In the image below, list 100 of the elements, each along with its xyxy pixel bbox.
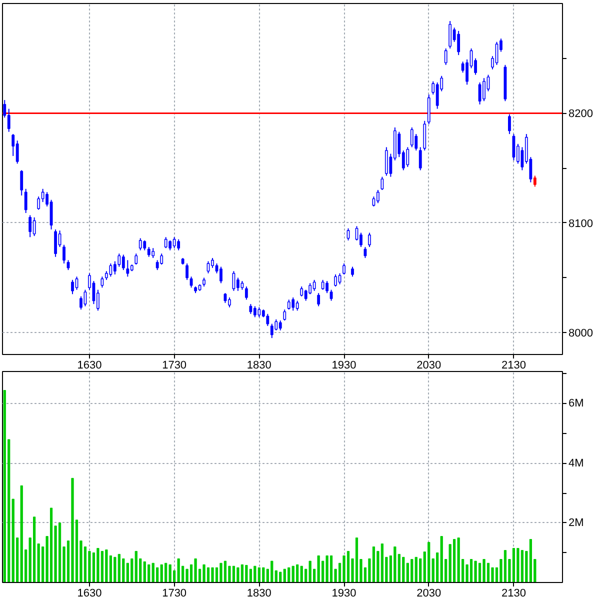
x-tick-label: 1830 (246, 360, 272, 372)
candlestick (360, 232, 362, 248)
bar (58, 522, 62, 582)
bar (186, 568, 188, 582)
candlestick (334, 274, 337, 287)
bar (88, 550, 91, 582)
bar (512, 548, 516, 582)
bar (20, 485, 23, 582)
candlestick (54, 228, 57, 258)
candlestick (533, 175, 536, 188)
bar (457, 538, 460, 582)
candlestick (37, 196, 40, 210)
bar (474, 560, 477, 582)
candlestick (236, 277, 240, 292)
bar (3, 390, 6, 582)
bar (326, 555, 328, 582)
bar (220, 562, 222, 582)
x-tick-label: 2130 (501, 588, 526, 600)
candlestick (186, 262, 189, 280)
bar (168, 564, 172, 582)
bar (394, 546, 396, 582)
x-tick-label: 1730 (162, 360, 187, 372)
candlestick (317, 292, 320, 307)
candlestick (32, 216, 36, 237)
candlestick (308, 282, 312, 295)
candlestick (7, 108, 10, 132)
bar (92, 552, 96, 582)
bar (516, 548, 520, 582)
candlestick (164, 236, 168, 249)
candlestick (147, 246, 150, 258)
bar (254, 566, 256, 582)
candlestick (62, 244, 66, 264)
candlestick (304, 289, 308, 302)
candlestick (321, 279, 324, 290)
candlestick (448, 20, 452, 49)
candlestick (482, 78, 486, 102)
candlestick (283, 309, 286, 321)
candlestick (368, 232, 371, 248)
x-tick-label: 2030 (416, 360, 442, 372)
bar (202, 564, 206, 582)
candlestick (436, 82, 439, 110)
candlestick (126, 260, 130, 278)
bar (143, 561, 146, 582)
candlestick (152, 248, 155, 258)
candlestick (134, 253, 138, 266)
x-tick-label: 1830 (246, 588, 272, 600)
bar (292, 566, 294, 582)
y-tick-label: 6M (568, 398, 584, 410)
x-tick-label: 1930 (332, 588, 356, 600)
bar (152, 562, 154, 582)
candlestick (410, 126, 414, 148)
candlestick (253, 306, 256, 318)
candlestick (444, 48, 448, 66)
candlestick (211, 257, 214, 268)
bar (211, 567, 214, 582)
bar (232, 566, 236, 582)
bar (330, 555, 333, 582)
candlestick (80, 296, 82, 310)
bar (372, 546, 376, 582)
candlestick (24, 188, 28, 214)
candlestick (287, 299, 290, 310)
candlestick (274, 318, 278, 331)
bar (122, 558, 125, 582)
candlestick (376, 189, 380, 204)
bar (194, 558, 197, 582)
bar (262, 567, 265, 582)
candlestick (278, 320, 282, 331)
x-tick-label: 1930 (332, 360, 356, 372)
bar (215, 567, 218, 582)
candlestick (266, 313, 270, 326)
y-tick-label: 4M (568, 457, 584, 470)
candlestick (300, 286, 304, 297)
bar (245, 564, 248, 582)
candlestick (71, 279, 74, 295)
y-tick-label: 8000 (568, 328, 593, 340)
bar (160, 564, 163, 582)
candlestick (122, 254, 125, 271)
x-tick-label: 1630 (77, 360, 102, 372)
candlestick (312, 279, 316, 292)
bar (270, 560, 274, 582)
y-tick-label: 2M (568, 516, 584, 529)
bar (470, 559, 473, 582)
y-tick-label: 8100 (568, 218, 593, 230)
bar (504, 550, 507, 582)
candlestick (292, 296, 295, 312)
bar (317, 555, 320, 582)
y-tick-label: 8200 (568, 108, 593, 120)
candlestick (156, 260, 159, 271)
candlestick (326, 280, 329, 294)
bar (96, 548, 100, 582)
bar (236, 567, 240, 582)
candlestick (118, 253, 121, 268)
candlestick (508, 114, 511, 135)
x-tick-label: 2130 (501, 360, 526, 372)
x-tick-label: 1730 (162, 588, 187, 600)
candlestick (20, 170, 24, 196)
bar (177, 558, 180, 582)
bar (240, 564, 244, 582)
candlestick (342, 262, 346, 275)
bar (346, 550, 350, 582)
